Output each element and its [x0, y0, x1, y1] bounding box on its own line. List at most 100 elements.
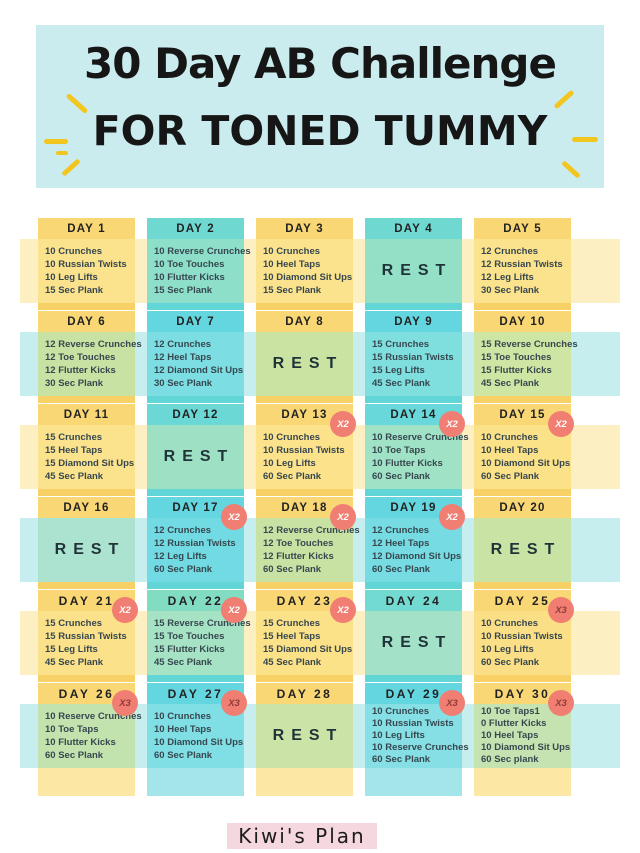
brand-band: Kiwi's Plan	[227, 823, 377, 849]
day-exercises: 15 Crunches 15 Heel Taps 15 Diamond Sit Up…	[38, 425, 135, 489]
exercise-line: 60 Sec Plank	[154, 564, 213, 575]
exercise-line: 60 Sec Plank	[372, 564, 431, 575]
multiplier-badge: X2	[221, 597, 247, 623]
day-cell-stub	[474, 675, 571, 682]
day-label: DAY 12	[147, 404, 244, 425]
exercise-line: 15 Toe Touches	[481, 352, 552, 363]
exercise-line: 10 Toe Taps1	[481, 706, 540, 717]
exercise-line: 12 Heel Taps	[372, 538, 430, 549]
day-cell-stub	[38, 675, 135, 682]
multiplier-badge: X3	[548, 690, 574, 716]
exercise-line: 60 Sec Plank	[481, 471, 540, 482]
multiplier-badge: X2	[221, 504, 247, 530]
day-label: DAY 29	[365, 683, 462, 704]
day-cell-stub	[365, 675, 462, 682]
exercise-line: 15 Leg Lifts	[372, 365, 425, 376]
exercise-line: 60 Sec Plank	[154, 750, 213, 761]
day-label: DAY 9	[365, 311, 462, 332]
exercise-line: 45 Sec Plank	[45, 657, 104, 668]
day-exercises: 12 Reverse Crunches 12 Toe Touches 12 Flut…	[38, 332, 142, 396]
exercise-line: 10 Reverse Crunches	[154, 246, 251, 257]
exercise-line: 10 Flutter Kicks	[372, 458, 443, 469]
exercise-line: 10 Diamond Sit Ups	[263, 272, 353, 283]
day-cell-stub	[474, 582, 571, 589]
exercise-line: 45 Sec Plank	[372, 378, 431, 389]
day-cell-stub	[256, 768, 353, 796]
exercise-line: 60 Sec Plank	[372, 754, 431, 765]
day-cell-stub	[365, 396, 462, 403]
day-cell-stub	[38, 396, 135, 403]
exercise-line: 10 Heel Taps	[481, 445, 539, 456]
day-exercises: 10 Crunches 10 Russian Twists 10 Leg Lifts…	[256, 425, 353, 489]
exercise-line: 10 Heel Taps	[481, 730, 539, 741]
exercise-line: 15 Russian Twists	[45, 631, 127, 642]
day-cell-stub	[147, 489, 244, 496]
day-exercises: REST	[147, 425, 244, 489]
day-label: DAY 13	[256, 404, 353, 425]
exercise-line: 10 Toe Touches	[154, 259, 225, 270]
day-label: DAY 30	[474, 683, 571, 704]
day-exercises: 15 Reverse Crunches 15 Toe Touches 15 Flut…	[474, 332, 578, 396]
exercise-line: 15 Leg Lifts	[45, 644, 98, 655]
exercise-line: 12 Leg Lifts	[154, 551, 207, 562]
day-label: DAY 11	[38, 404, 135, 425]
multiplier-badge: X3	[112, 690, 138, 716]
exercise-line: 10 Leg Lifts	[481, 644, 534, 655]
rest-label: REST	[381, 262, 453, 279]
day-label: DAY 26	[38, 683, 135, 704]
poster-subtitle: FOR TONED TUMMY	[92, 107, 548, 155]
day-label: DAY 17	[147, 497, 244, 518]
multiplier-badge: X2	[330, 597, 356, 623]
multiplier-badge: X2	[330, 411, 356, 437]
exercise-line: 30 Sec Plank	[481, 285, 540, 296]
exercise-line: 0 Flutter Kicks	[481, 718, 547, 729]
day-label: DAY 27	[147, 683, 244, 704]
exercise-line: 10 Crunches	[263, 246, 321, 257]
exercise-line: 10 Russian Twists	[481, 631, 563, 642]
day-exercises: 12 Crunches 12 Heel Taps 12 Diamond Sit Up…	[147, 332, 244, 396]
exercise-line: 15 Sec Plank	[45, 285, 104, 296]
exercise-line: 10 Leg Lifts	[263, 458, 316, 469]
exercise-line: 10 Crunches	[45, 246, 103, 257]
exercise-line: 10 Diamond Sit Ups	[154, 737, 244, 748]
rest-label: REST	[272, 727, 344, 744]
day-cell-stub	[256, 582, 353, 589]
exercise-line: 10 Diamond Sit Ups	[481, 742, 571, 753]
day-label: DAY 5	[474, 218, 571, 239]
exercise-line: 15 Toe Touches	[154, 631, 225, 642]
day-exercises: REST	[474, 518, 571, 582]
day-cell-stub	[365, 768, 462, 796]
exercise-line: 15 Heel Taps	[263, 631, 321, 642]
exercise-line: 15 Crunches	[45, 618, 103, 629]
day-cell-stub	[147, 396, 244, 403]
sparkle-icon	[572, 137, 598, 142]
exercise-line: 15 Diamond Sit Ups	[263, 644, 353, 655]
exercise-line: 10 Reserve Crunches	[372, 742, 469, 753]
multiplier-badge: X2	[112, 597, 138, 623]
day-cell-stub	[147, 768, 244, 796]
day-label: DAY 3	[256, 218, 353, 239]
exercise-line: 10 Crunches	[154, 711, 212, 722]
sparkle-icon	[61, 158, 81, 177]
rest-label: REST	[54, 541, 126, 558]
exercise-line: 12 Leg Lifts	[481, 272, 534, 283]
rest-label: REST	[490, 541, 562, 558]
day-cell-stub	[147, 303, 244, 310]
exercise-line: 10 Russian Twists	[45, 259, 127, 270]
day-cell-stub	[474, 768, 571, 796]
exercise-line: 12 Toe Touches	[45, 352, 116, 363]
exercise-line: 15 Russian Twists	[372, 352, 454, 363]
day-label: DAY 18	[256, 497, 353, 518]
day-cell-stub	[38, 582, 135, 589]
day-cell-stub	[147, 675, 244, 682]
day-cell-stub	[256, 489, 353, 496]
day-label: DAY 28	[256, 683, 353, 704]
day-cell-stub	[256, 675, 353, 682]
day-label: DAY 4	[365, 218, 462, 239]
exercise-line: 10 Crunches	[481, 432, 539, 443]
exercise-line: 12 Crunches	[372, 525, 430, 536]
exercise-line: 10 Crunches	[372, 706, 430, 717]
poster-title: 30 Day AB Challenge	[84, 39, 557, 88]
day-cell-stub	[256, 303, 353, 310]
day-label: DAY 8	[256, 311, 353, 332]
